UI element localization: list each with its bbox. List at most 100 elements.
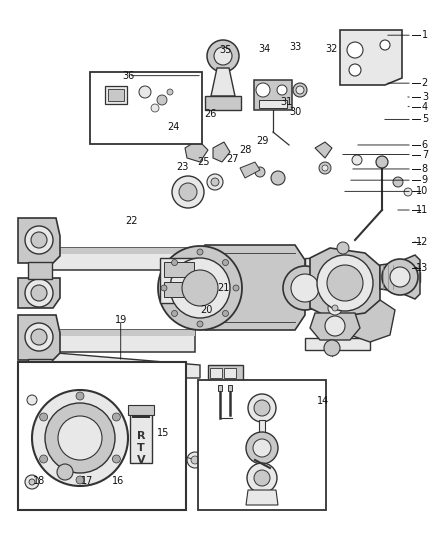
Text: 18: 18	[33, 476, 46, 486]
Text: 32: 32	[325, 44, 337, 54]
Text: 9: 9	[421, 175, 427, 185]
Circle shape	[351, 155, 361, 165]
Circle shape	[166, 89, 173, 95]
Circle shape	[254, 400, 269, 416]
Circle shape	[318, 162, 330, 174]
Circle shape	[326, 265, 362, 301]
Circle shape	[158, 246, 241, 330]
Text: 6: 6	[421, 140, 427, 150]
Circle shape	[283, 266, 326, 310]
Ellipse shape	[337, 273, 351, 283]
Bar	[28, 262, 52, 279]
Circle shape	[222, 310, 228, 317]
Bar	[159, 450, 165, 468]
Bar	[170, 450, 175, 468]
Circle shape	[254, 167, 265, 177]
Text: 30: 30	[288, 107, 300, 117]
Text: 8: 8	[421, 164, 427, 174]
Circle shape	[171, 260, 177, 265]
Text: 4: 4	[421, 102, 427, 111]
Polygon shape	[240, 162, 259, 178]
Polygon shape	[18, 315, 60, 360]
Polygon shape	[304, 258, 369, 272]
Bar	[198, 380, 325, 510]
Polygon shape	[212, 142, 230, 162]
Polygon shape	[194, 245, 304, 330]
Bar	[227, 385, 231, 391]
Circle shape	[25, 323, 53, 351]
Polygon shape	[45, 248, 194, 270]
Circle shape	[151, 104, 159, 112]
Circle shape	[233, 285, 238, 291]
Polygon shape	[18, 278, 60, 308]
Circle shape	[157, 95, 166, 105]
Polygon shape	[379, 272, 419, 282]
Circle shape	[197, 321, 202, 327]
Text: 23: 23	[176, 163, 188, 172]
Circle shape	[211, 178, 219, 186]
Circle shape	[348, 64, 360, 76]
Circle shape	[333, 256, 341, 264]
Text: 36: 36	[122, 71, 134, 80]
Bar	[208, 365, 243, 390]
Bar	[258, 420, 265, 438]
Circle shape	[31, 285, 47, 301]
Polygon shape	[339, 30, 401, 85]
Circle shape	[207, 174, 223, 190]
Text: 25: 25	[197, 157, 209, 167]
Circle shape	[389, 267, 409, 287]
Text: R
T
V: R T V	[136, 431, 145, 465]
Circle shape	[76, 476, 84, 484]
Circle shape	[222, 260, 228, 265]
Circle shape	[346, 42, 362, 58]
Circle shape	[321, 165, 327, 171]
Text: 28: 28	[238, 146, 251, 155]
Circle shape	[316, 255, 372, 311]
Text: 1: 1	[421, 30, 427, 40]
Circle shape	[31, 329, 47, 345]
Circle shape	[27, 395, 37, 405]
Circle shape	[170, 258, 230, 318]
Circle shape	[255, 83, 269, 97]
Circle shape	[295, 86, 303, 94]
Circle shape	[139, 86, 151, 98]
Text: 20: 20	[200, 305, 212, 315]
Polygon shape	[314, 142, 331, 158]
Circle shape	[25, 226, 53, 254]
Bar	[132, 415, 150, 418]
Circle shape	[331, 305, 337, 311]
Bar	[128, 405, 154, 415]
Circle shape	[270, 171, 284, 185]
Circle shape	[161, 285, 166, 291]
Circle shape	[392, 177, 402, 187]
Circle shape	[336, 242, 348, 254]
Bar	[130, 408, 152, 463]
Circle shape	[39, 455, 47, 463]
Circle shape	[247, 394, 276, 422]
Polygon shape	[18, 218, 60, 263]
Polygon shape	[45, 248, 194, 254]
Polygon shape	[45, 330, 194, 336]
Polygon shape	[309, 313, 359, 340]
Circle shape	[207, 40, 238, 72]
Circle shape	[29, 479, 35, 485]
Circle shape	[375, 156, 387, 168]
Ellipse shape	[37, 330, 53, 352]
Circle shape	[45, 403, 115, 473]
Text: 7: 7	[421, 150, 427, 159]
Text: 26: 26	[204, 109, 216, 119]
Circle shape	[39, 413, 47, 421]
Bar	[223, 368, 236, 378]
Polygon shape	[205, 96, 240, 110]
Bar	[209, 368, 222, 378]
Circle shape	[191, 456, 198, 464]
Text: 35: 35	[219, 45, 231, 55]
Text: 17: 17	[81, 476, 93, 486]
Circle shape	[379, 40, 389, 50]
Polygon shape	[245, 490, 277, 505]
Bar	[105, 86, 127, 104]
Polygon shape	[309, 248, 379, 318]
Polygon shape	[45, 330, 194, 352]
Bar	[254, 80, 291, 110]
Circle shape	[172, 176, 204, 208]
